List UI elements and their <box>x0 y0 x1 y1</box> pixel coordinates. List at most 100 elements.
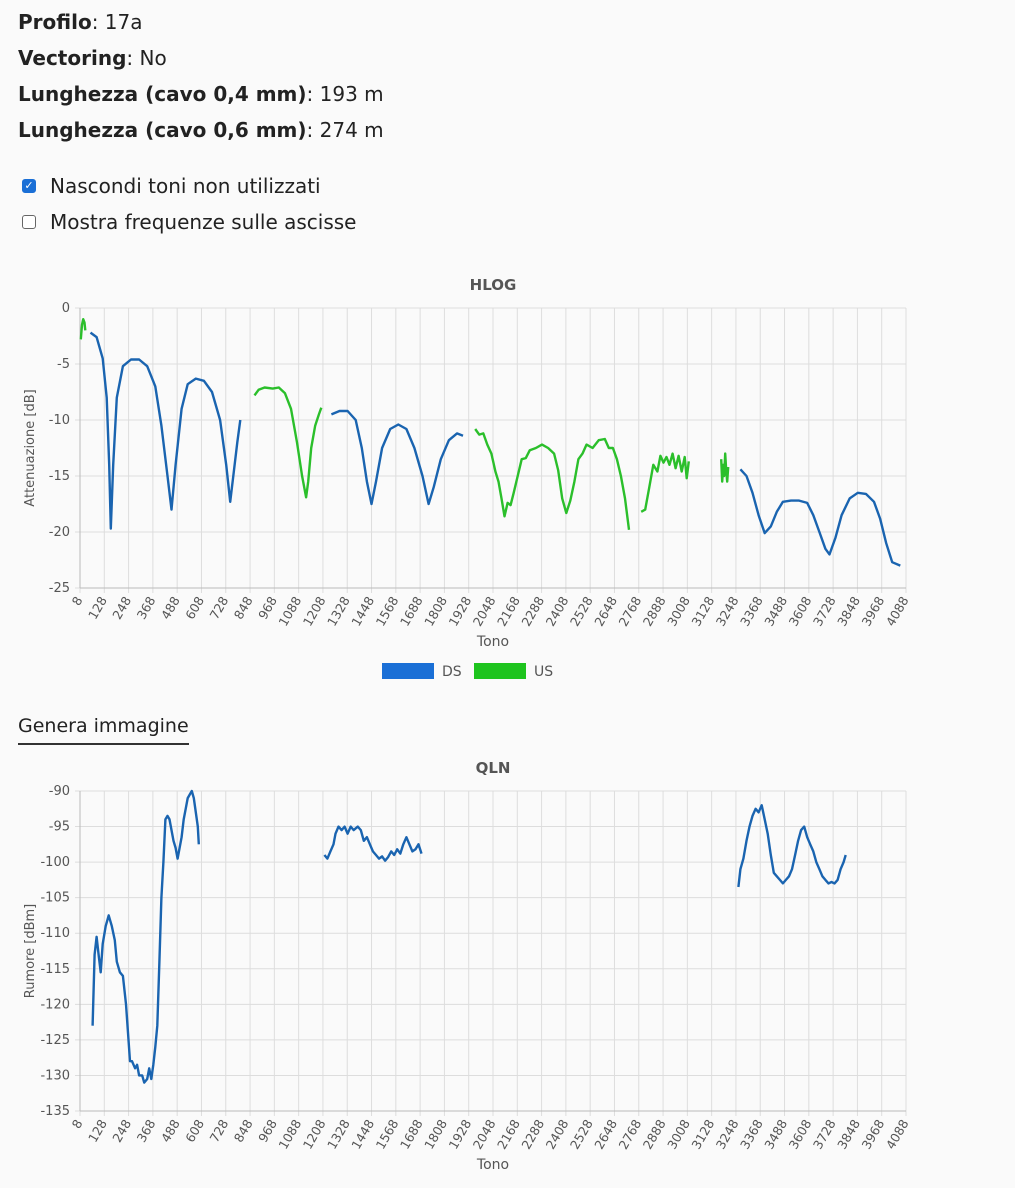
x-tick-label: 728 <box>206 594 231 622</box>
hide-unused-checkbox[interactable]: ✓ <box>22 179 36 193</box>
x-tick-label: 1328 <box>324 1117 353 1152</box>
x-tick-label: 3968 <box>858 1117 887 1152</box>
show-freq-label: Mostra frequenze sulle ascisse <box>50 210 357 234</box>
x-tick-label: 2408 <box>543 594 572 629</box>
x-tick-label: 3368 <box>737 1117 766 1152</box>
x-tick-label: 968 <box>255 1117 280 1145</box>
vectoring-value: No <box>139 46 167 70</box>
hide-unused-option[interactable]: ✓ Nascondi toni non utilizzati <box>22 168 356 204</box>
x-tick-label: 3848 <box>834 1117 863 1152</box>
generate-image-link[interactable]: Genera immagine <box>18 715 189 745</box>
x-tick-label: 1568 <box>373 1117 402 1152</box>
x-tick-label: 2168 <box>494 1117 523 1152</box>
length06-value: 274 m <box>319 118 384 142</box>
x-tick-label: 8 <box>69 594 86 608</box>
y-tick-label: -125 <box>40 1033 70 1048</box>
x-tick-label: 1688 <box>397 594 426 629</box>
x-tick-label: 3368 <box>737 594 766 629</box>
x-tick-label: 3128 <box>688 1117 717 1152</box>
series-ds-line <box>91 789 200 1084</box>
y-tick-label: -5 <box>57 357 70 372</box>
y-tick-label: -135 <box>40 1104 70 1119</box>
x-tick-label: 2648 <box>591 594 620 629</box>
chart-title: HLOG <box>470 276 517 294</box>
length06-label: Lunghezza (cavo 0,6 mm) <box>18 118 307 142</box>
y-tick-label: -25 <box>49 581 70 596</box>
series-us-line <box>640 452 690 513</box>
x-tick-label: 2528 <box>567 1117 596 1152</box>
y-tick-label: -20 <box>49 525 70 540</box>
x-tick-label: 3488 <box>761 1117 790 1152</box>
y-tick-label: -10 <box>49 413 70 428</box>
y-tick-label: -110 <box>40 926 70 941</box>
x-tick-label: 848 <box>231 594 256 622</box>
vectoring-label: Vectoring <box>18 46 127 70</box>
x-tick-label: 3728 <box>810 594 839 629</box>
x-tick-label: 248 <box>109 1117 134 1145</box>
y-tick-label: -100 <box>40 855 70 870</box>
hide-unused-label: Nascondi toni non utilizzati <box>50 174 321 198</box>
x-tick-label: 3968 <box>858 594 887 629</box>
x-tick-label: 1088 <box>275 594 304 629</box>
legend-swatch-ds <box>382 663 434 679</box>
y-tick-label: -105 <box>40 891 70 906</box>
x-tick-label: 3728 <box>810 1117 839 1152</box>
x-tick-label: 2408 <box>543 1117 572 1152</box>
y-axis-label: Rumore [dBm] <box>23 904 38 998</box>
show-freq-checkbox[interactable] <box>22 215 36 229</box>
x-tick-label: 608 <box>182 1117 207 1145</box>
x-tick-label: 3008 <box>664 594 693 629</box>
legend-label-ds: DS <box>442 664 462 680</box>
x-tick-label: 1328 <box>324 594 353 629</box>
y-tick-label: -90 <box>49 784 70 799</box>
x-tick-label: 2048 <box>470 1117 499 1152</box>
series-us-line <box>474 428 631 530</box>
x-tick-label: 4088 <box>883 1117 912 1152</box>
x-tick-label: 1208 <box>300 1117 329 1152</box>
length04-value: 193 m <box>319 82 384 106</box>
x-tick-label: 2888 <box>640 594 669 629</box>
x-tick-label: 3248 <box>713 1117 742 1152</box>
check-icon: ✓ <box>24 179 34 192</box>
x-tick-label: 1448 <box>348 1117 377 1152</box>
x-tick-label: 2288 <box>518 1117 547 1152</box>
x-tick-label: 1808 <box>421 1117 450 1152</box>
show-freq-option[interactable]: Mostra frequenze sulle ascisse <box>22 204 356 240</box>
chart-options: ✓ Nascondi toni non utilizzati Mostra fr… <box>22 168 356 240</box>
x-tick-label: 968 <box>255 594 280 622</box>
x-tick-label: 2288 <box>518 594 547 629</box>
x-tick-label: 3848 <box>834 594 863 629</box>
series-us-line <box>720 452 730 483</box>
legend-swatch-us <box>474 663 526 679</box>
y-tick-label: -115 <box>40 962 70 977</box>
x-tick-label: 488 <box>158 1117 183 1145</box>
x-tick-label: 2048 <box>470 594 499 629</box>
x-tick-label: 2888 <box>640 1117 669 1152</box>
vectoring-row: Vectoring: No <box>18 46 167 70</box>
x-tick-label: 128 <box>85 594 110 622</box>
x-tick-label: 8 <box>69 1117 86 1131</box>
y-axis-label: Attenuazione [dB] <box>23 389 38 506</box>
y-tick-label: 0 <box>62 301 70 316</box>
y-tick-label: -95 <box>49 820 70 835</box>
x-tick-label: 2168 <box>494 594 523 629</box>
y-tick-label: -15 <box>49 469 70 484</box>
x-tick-label: 3008 <box>664 1117 693 1152</box>
x-tick-label: 3248 <box>713 594 742 629</box>
x-tick-label: 2528 <box>567 594 596 629</box>
series-us-line <box>253 386 323 499</box>
x-tick-label: 1808 <box>421 594 450 629</box>
y-tick-label: -120 <box>40 997 70 1012</box>
x-tick-label: 728 <box>206 1117 231 1145</box>
series-ds-line <box>737 804 847 888</box>
x-tick-label: 3488 <box>761 594 790 629</box>
hlog-chart: HLOG 8 128 248 368 488 608 728 848 96810881208132… <box>23 276 912 680</box>
qln-chart: QLN 8 128 248 368 488 608 728 848 968108812081328… <box>23 759 912 1173</box>
x-tick-label: 608 <box>182 594 207 622</box>
series-ds-line <box>330 409 464 506</box>
length06-row: Lunghezza (cavo 0,6 mm): 274 m <box>18 118 384 142</box>
x-tick-label: 848 <box>231 1117 256 1145</box>
x-tick-label: 368 <box>134 594 159 622</box>
x-tick-label: 128 <box>85 1117 110 1145</box>
x-tick-label: 248 <box>109 594 134 622</box>
